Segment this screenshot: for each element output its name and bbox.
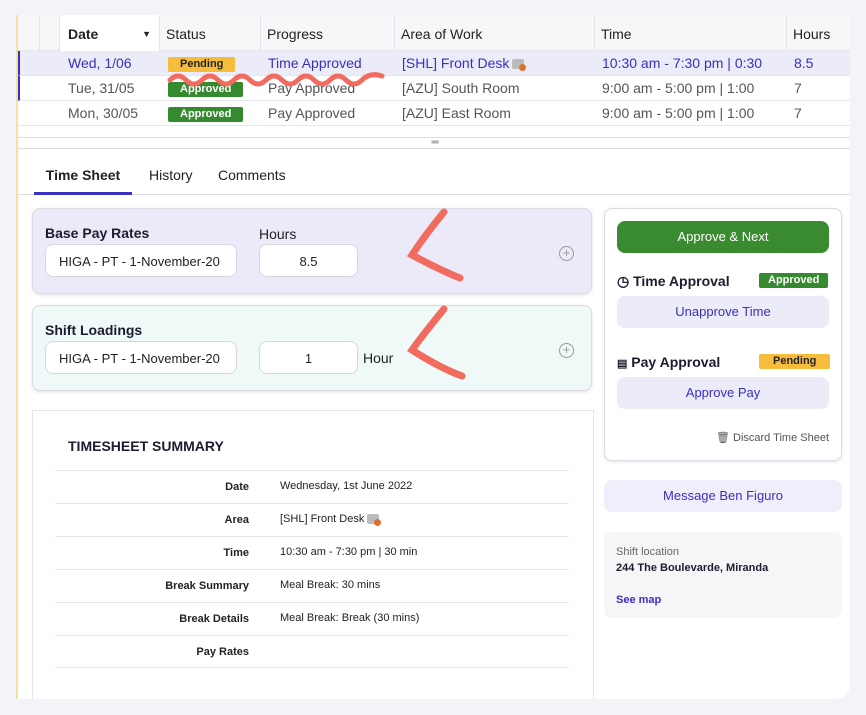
base-pay-title: Base Pay Rates: [45, 225, 150, 241]
summary-title: TIMESHEET SUMMARY: [68, 438, 224, 454]
time-approval-label: Time Approval: [633, 273, 730, 289]
summary-row: Pay Rates: [55, 635, 569, 668]
tab-comments[interactable]: Comments: [218, 167, 286, 183]
discard-timesheet-button[interactable]: 🗑 Discard Time Sheet: [716, 431, 829, 444]
tab-history[interactable]: History: [149, 167, 193, 183]
row-time: 9:00 am - 5:00 pm | 1:00: [602, 80, 755, 96]
summary-value: Meal Break: Break (30 mins): [280, 612, 420, 624]
timesheet-window: Date ▼ Status Progress Area of Work Time …: [16, 15, 850, 699]
shift-location-card: Shift location 244 The Boulevarde, Miran…: [604, 532, 842, 618]
table-row[interactable]: Wed, 1/06 Pending Time Approved [SHL] Fr…: [18, 51, 850, 76]
row-date: Mon, 30/05: [68, 105, 139, 121]
approval-panel: Approve & Next ◷ Time Approval Approved …: [604, 208, 842, 461]
trash-icon: 🗑: [715, 432, 730, 444]
summary-value: [SHL] Front Desk: [280, 513, 365, 525]
pay-rate-select[interactable]: HIGA - PT - 1-November-20: [45, 244, 237, 277]
desk-icon: [512, 59, 527, 72]
annotation-check-mark: [406, 208, 464, 282]
tab-time-sheet[interactable]: Time Sheet: [34, 155, 132, 195]
loading-rate-select[interactable]: HIGA - PT - 1-November-20: [45, 341, 237, 374]
status-badge: Approved: [168, 106, 244, 122]
column-time[interactable]: Time: [595, 15, 787, 51]
summary-key: Time: [223, 547, 249, 559]
time-status-badge: Approved: [759, 273, 829, 288]
header-spacer: [18, 15, 40, 51]
row-hours: 7: [794, 80, 802, 96]
row-area: [AZU] South Room: [402, 80, 520, 96]
column-status[interactable]: Status: [160, 15, 261, 51]
summary-key: Pay Rates: [196, 646, 249, 658]
row-area: [AZU] East Room: [402, 105, 511, 121]
message-button[interactable]: Message Ben Figuro: [604, 480, 842, 512]
column-progress[interactable]: Progress: [261, 15, 395, 51]
unapprove-time-button[interactable]: Unapprove Time: [617, 296, 829, 328]
add-circle-icon[interactable]: +: [559, 246, 574, 261]
clock-icon: ◷: [617, 273, 630, 289]
row-time: 9:00 am - 5:00 pm | 1:00: [602, 105, 755, 121]
summary-key: Date: [225, 481, 249, 493]
desk-icon: [367, 514, 382, 527]
pay-approval-title: ▤ Pay Approval: [617, 354, 720, 370]
summary-row: Break Summary Meal Break: 30 mins: [55, 569, 569, 602]
row-date: Tue, 31/05: [68, 80, 135, 96]
summary-row: Time 10:30 am - 7:30 pm | 30 min: [55, 536, 569, 569]
summary-row: Date Wednesday, 1st June 2022: [55, 470, 569, 503]
pay-status-badge: Pending: [759, 354, 831, 369]
status-badge: Pending: [168, 56, 236, 72]
shift-loadings-card: Shift Loadings HIGA - PT - 1-November-20…: [32, 305, 592, 391]
shift-location-address: 244 The Boulevarde, Miranda: [616, 562, 769, 574]
base-pay-card: Base Pay Rates Hours HIGA - PT - 1-Novem…: [32, 208, 592, 294]
column-date-label: Date: [68, 26, 99, 42]
summary-key: Break Summary: [165, 580, 249, 592]
summary-row: Break Details Meal Break: Break (30 mins): [55, 602, 569, 635]
sort-desc-icon[interactable]: ▼: [142, 29, 151, 39]
summary-row: Area [SHL] Front Desk: [55, 503, 569, 536]
shift-loadings-title: Shift Loadings: [45, 322, 143, 338]
add-circle-icon[interactable]: +: [559, 343, 574, 358]
row-time: 10:30 am - 7:30 pm | 0:30: [602, 55, 763, 71]
summary-value: Wednesday, 1st June 2022: [280, 480, 413, 492]
shift-location-label: Shift location: [616, 546, 679, 558]
table-header: Date ▼ Status Progress Area of Work Time …: [18, 15, 850, 51]
see-map-link[interactable]: See map: [616, 594, 662, 606]
resize-handle[interactable]: ═: [18, 137, 850, 149]
column-area[interactable]: Area of Work: [395, 15, 595, 51]
tab-bar: Time Sheet History Comments: [18, 155, 850, 195]
table-row[interactable]: Tue, 31/05 Approved Pay Approved [AZU] S…: [18, 76, 850, 101]
row-progress: Time Approved: [268, 55, 362, 71]
approve-next-button[interactable]: Approve & Next: [617, 221, 829, 253]
summary-value: 10:30 am - 7:30 pm | 30 min: [280, 546, 418, 558]
hours-input[interactable]: 8.5: [259, 244, 358, 277]
annotation-squiggle: [167, 72, 385, 87]
pay-approval-label: Pay Approval: [631, 354, 721, 370]
summary-key: Area: [224, 514, 249, 526]
row-date: Wed, 1/06: [68, 55, 132, 71]
hours-label: Hours: [259, 226, 297, 242]
summary-value: Meal Break: 30 mins: [280, 579, 381, 591]
discard-label: Discard Time Sheet: [733, 432, 829, 444]
column-hours[interactable]: Hours: [793, 26, 831, 42]
coins-icon: ▤: [617, 358, 628, 370]
approve-pay-button[interactable]: Approve Pay: [617, 377, 829, 409]
column-date[interactable]: Date ▼: [60, 15, 160, 51]
hour-unit-label: Hour: [363, 350, 394, 366]
loading-hours-input[interactable]: 1: [259, 341, 358, 374]
summary-key: Break Details: [179, 613, 249, 625]
table-row[interactable]: Mon, 30/05 Approved Pay Approved [AZU] E…: [18, 101, 850, 126]
timesheet-summary: TIMESHEET SUMMARY Date Wednesday, 1st Jun…: [32, 410, 594, 699]
row-hours: 7: [794, 105, 802, 121]
row-progress: Pay Approved: [268, 105, 356, 121]
header-spacer: [40, 15, 60, 51]
row-hours: 8.5: [794, 55, 814, 71]
annotation-check-mark: [406, 305, 466, 380]
time-approval-title: ◷ Time Approval: [617, 273, 730, 290]
row-area: [SHL] Front Desk: [402, 55, 510, 71]
